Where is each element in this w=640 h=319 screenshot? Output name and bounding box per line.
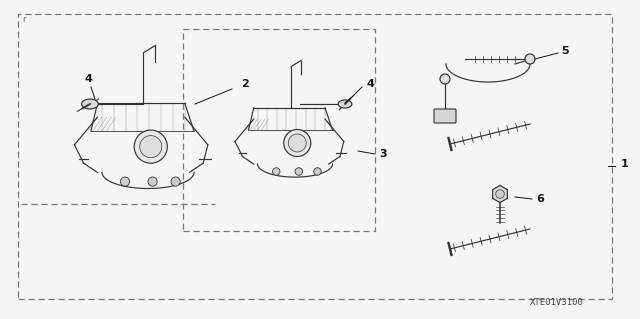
Text: 3: 3 [379, 149, 387, 159]
Circle shape [314, 168, 321, 175]
Text: r: r [22, 15, 26, 24]
Text: XTE01V3100: XTE01V3100 [530, 298, 584, 307]
Circle shape [496, 190, 504, 198]
Text: 2: 2 [241, 79, 249, 89]
Circle shape [295, 168, 303, 175]
Polygon shape [493, 185, 508, 203]
Circle shape [440, 74, 450, 84]
Ellipse shape [338, 100, 352, 108]
Text: 1: 1 [621, 159, 629, 169]
Circle shape [134, 130, 167, 163]
Circle shape [120, 177, 129, 186]
Circle shape [288, 134, 307, 152]
Circle shape [284, 130, 311, 157]
Circle shape [140, 136, 162, 158]
Circle shape [171, 177, 180, 186]
Text: 4: 4 [84, 74, 92, 84]
Circle shape [148, 177, 157, 186]
Text: 5: 5 [561, 46, 569, 56]
Text: 4: 4 [366, 79, 374, 89]
Circle shape [525, 54, 535, 64]
Text: 6: 6 [536, 194, 544, 204]
FancyBboxPatch shape [434, 109, 456, 123]
Circle shape [273, 168, 280, 175]
Ellipse shape [82, 99, 99, 109]
